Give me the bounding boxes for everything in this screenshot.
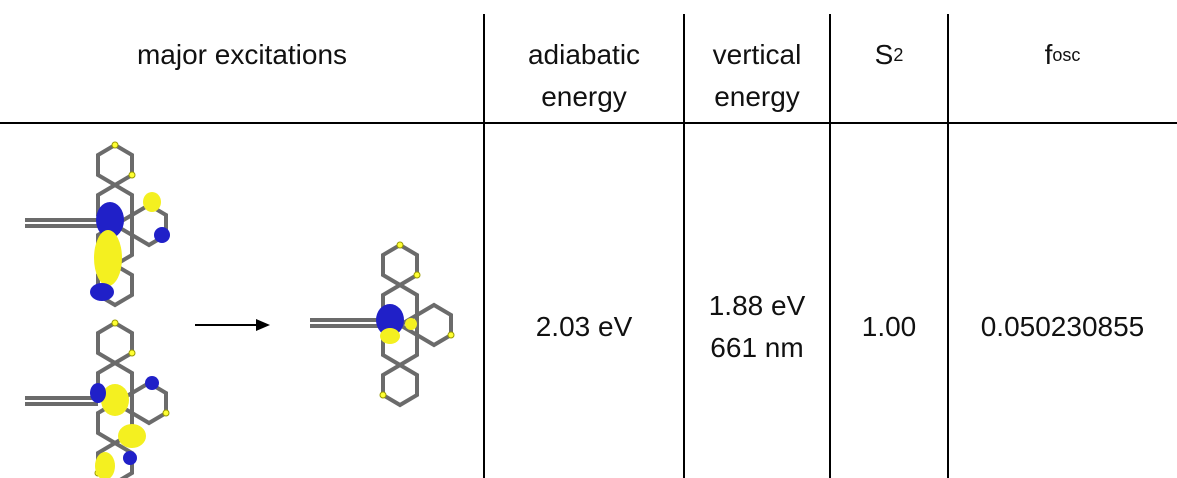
data-cell: 0.050230855 xyxy=(948,285,1177,369)
cell-text: 2.03 eV xyxy=(536,306,633,348)
arrow xyxy=(195,319,270,331)
header-text: energy xyxy=(541,76,627,118)
cell-text: 661 nm xyxy=(710,327,803,369)
header-text: energy xyxy=(714,76,800,118)
table-page: major excitations adiabatic energy verti… xyxy=(0,0,1177,478)
cell-text: 1.88 eV xyxy=(709,285,806,327)
molecule-2 xyxy=(25,320,169,478)
data-cell: 1.00 xyxy=(830,285,948,369)
header-text: major excitations xyxy=(137,34,347,76)
header-text: f xyxy=(1045,34,1053,76)
header-text: adiabatic xyxy=(528,34,640,76)
molecule-1 xyxy=(25,142,170,305)
data-cell: 2.03 eV xyxy=(484,285,684,369)
data-cell: 1.88 eV 661 nm xyxy=(684,285,830,369)
header-text: vertical xyxy=(713,34,802,76)
header-text: S xyxy=(875,34,894,76)
cell-text: 0.050230855 xyxy=(981,306,1145,348)
header-cell: major excitations xyxy=(0,15,484,95)
header-cell: adiabatic energy xyxy=(484,34,684,118)
cell-text: 1.00 xyxy=(862,306,917,348)
header-cell: vertical energy xyxy=(684,34,830,118)
molecule-3 xyxy=(310,242,454,405)
